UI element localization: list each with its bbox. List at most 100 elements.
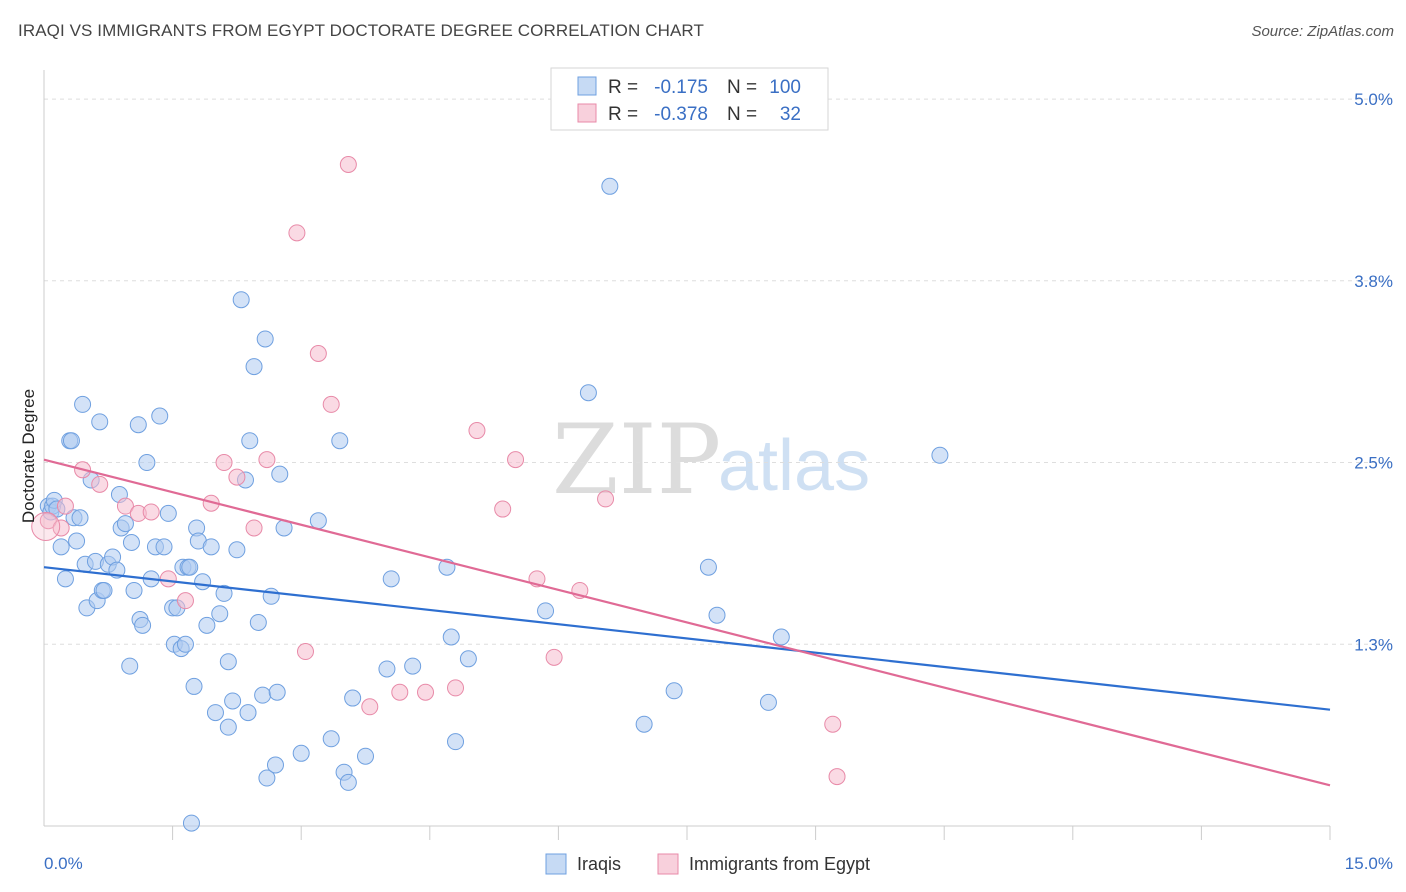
y-tick-label: 1.3% — [1354, 635, 1393, 654]
iraqis-point — [228, 541, 246, 559]
iraqis-point — [245, 358, 263, 376]
x-tick-label: 15.0% — [1345, 854, 1393, 873]
iraqis-point — [601, 177, 619, 195]
iraqis-point — [268, 683, 286, 701]
stats-r-value: -0.378 — [654, 104, 708, 125]
iraqis-point — [404, 657, 422, 675]
egypt-point — [288, 224, 306, 242]
egypt-point — [91, 475, 109, 493]
iraqis-point — [202, 538, 220, 556]
stats-swatch — [577, 103, 597, 123]
iraqis-point — [91, 413, 109, 431]
iraqis-point — [931, 446, 949, 464]
iraqis-point — [185, 677, 203, 695]
trend-lines — [43, 458, 1331, 787]
iraqis-point — [52, 538, 70, 556]
iraqis-point — [378, 660, 396, 678]
legend-label: Immigrants from Egypt — [689, 854, 870, 874]
egypt-point — [215, 454, 233, 472]
iraqis-point — [309, 512, 327, 530]
stats-n-label: N = — [727, 104, 757, 125]
egypt-point — [339, 156, 357, 173]
egypt-point — [597, 490, 615, 508]
watermark-zip: ZIP — [552, 404, 721, 516]
iraqis-point — [122, 534, 140, 551]
iraqis-point — [249, 613, 267, 631]
iraqis-point — [68, 532, 86, 550]
iraqis-point — [219, 718, 237, 736]
chart-title: IRAQI VS IMMIGRANTS FROM EGYPT DOCTORATE… — [18, 21, 704, 40]
iraqis-point — [292, 744, 310, 762]
stats-swatch — [577, 76, 597, 96]
iraqis-point — [537, 602, 555, 620]
iraqis-point — [95, 581, 113, 599]
iraqis-point — [635, 715, 653, 733]
iraqis-point — [442, 628, 460, 646]
iraqis-point — [254, 686, 272, 704]
y-tick-label: 5.0% — [1354, 90, 1393, 109]
egypt-point — [228, 468, 246, 486]
egypt-point — [176, 592, 194, 610]
source-credit: Source: ZipAtlas.com — [1251, 23, 1394, 40]
iraqis-point — [266, 756, 284, 774]
stats-r-value: -0.175 — [654, 77, 708, 98]
egypt-point — [56, 497, 74, 515]
stats-n-label: N = — [727, 77, 757, 98]
iraqis-point — [344, 689, 362, 707]
egypt-point — [545, 648, 563, 666]
iraqis-point — [129, 416, 147, 434]
iraqis-point — [159, 504, 177, 522]
iraqis-point — [56, 570, 74, 588]
stats-n-value: 32 — [780, 104, 801, 125]
stats-r-label: R = — [608, 77, 638, 98]
egypt-point — [828, 768, 846, 786]
iraqis-point — [181, 558, 199, 576]
egypt-trend-line — [43, 458, 1331, 787]
egypt-point — [258, 451, 276, 469]
egypt-point — [296, 643, 314, 661]
iraqis-point — [759, 693, 777, 711]
egypt-point — [361, 698, 379, 716]
egypt-point — [159, 570, 177, 588]
iraqis-point — [239, 704, 257, 722]
iraqis-point — [116, 515, 134, 533]
iraqis-point — [206, 704, 224, 722]
iraqis-point — [194, 573, 212, 591]
legend-label: Iraqis — [577, 854, 621, 874]
iraqis-point — [357, 747, 374, 765]
watermark-atlas: atlas — [718, 426, 870, 506]
legend: Iraqis Immigrants from Egypt — [545, 853, 870, 875]
iraqis-point — [772, 628, 790, 646]
watermark: ZIP atlas — [552, 404, 870, 516]
iraqis-point — [121, 657, 139, 675]
egypt-point — [52, 519, 70, 537]
iraqis-point — [447, 733, 465, 751]
iraqis-point — [155, 538, 173, 556]
egypt-point — [468, 422, 486, 440]
egypt-point — [417, 683, 435, 701]
egypt-point — [142, 503, 160, 521]
iraqis-point — [339, 773, 357, 791]
stats-r-label: R = — [608, 104, 638, 125]
egypt-point — [494, 500, 512, 518]
iraqis-point — [224, 692, 242, 710]
iraqis-point — [271, 465, 289, 483]
iraqis-point — [198, 616, 216, 634]
egypt-point — [116, 497, 134, 515]
iraqis-point — [138, 454, 156, 472]
iraqis-point — [241, 432, 259, 450]
iraqis-point — [74, 395, 92, 413]
stats-n-value: 100 — [769, 77, 801, 98]
egypt-point — [507, 451, 525, 469]
data-points — [31, 156, 949, 832]
iraqis-point — [258, 769, 276, 787]
iraqis-point — [382, 570, 400, 588]
egypt-point — [309, 345, 327, 362]
y-tick-label: 2.5% — [1354, 454, 1393, 473]
iraqis-trend-line — [43, 566, 1331, 711]
iraqis-point — [232, 291, 250, 309]
iraqis-point — [134, 616, 152, 634]
y-axis-label: Doctorate Degree — [19, 389, 38, 523]
stats-box-frame — [550, 67, 829, 131]
